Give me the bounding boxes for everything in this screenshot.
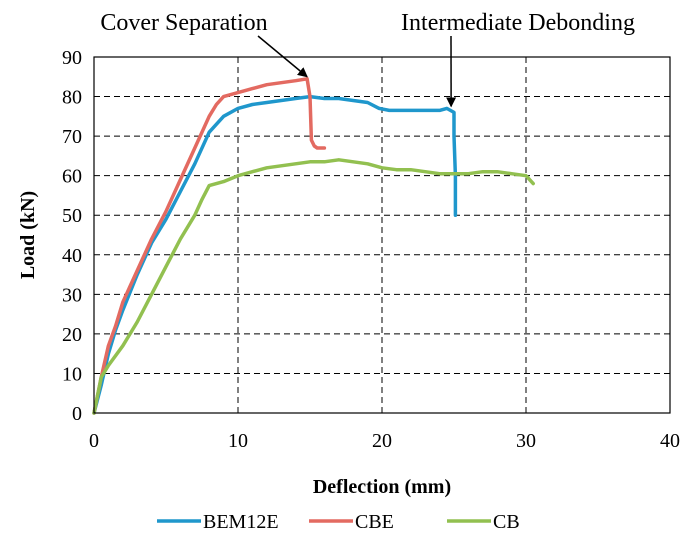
- y-tick-label: 40: [62, 245, 82, 267]
- y-axis-title: Load (kN): [17, 191, 39, 279]
- series-line-cbe: [92, 77, 327, 415]
- plot-frame: [93, 56, 671, 414]
- x-tick-label: 0: [89, 430, 99, 452]
- annotations: Cover Separation Intermediate Debonding: [100, 10, 635, 108]
- annotation-arrow: [257, 35, 308, 78]
- y-tick-label: 50: [62, 205, 82, 227]
- annotation-label: Cover Separation: [100, 10, 267, 36]
- y-tick-label: 90: [62, 47, 82, 69]
- x-tick-label: 20: [372, 430, 392, 452]
- series-line-cb: [92, 158, 535, 415]
- y-tick-label: 0: [72, 403, 82, 425]
- y-tick-label: 70: [62, 126, 82, 148]
- y-tick-label: 10: [62, 363, 82, 385]
- legend-label-cbe: CBE: [355, 511, 394, 533]
- y-tick-label: 60: [62, 166, 82, 188]
- gridlines: [94, 57, 670, 413]
- x-tick-label: 10: [228, 430, 248, 452]
- y-tick-label: 20: [62, 324, 82, 346]
- legend-label-cb: CB: [493, 511, 520, 533]
- legend-label-bem12e: BEM12E: [203, 511, 279, 533]
- y-tick-label: 30: [62, 284, 82, 306]
- x-axis-title: Deflection (mm): [313, 476, 451, 498]
- y-tick-labels: 0 10 20 30 40 50 60 70 80 90: [62, 47, 82, 425]
- x-tick-labels: 0 10 20 30 40: [89, 430, 680, 452]
- series-layer: [92, 77, 535, 415]
- legend: BEM12E CBE CB: [157, 511, 520, 533]
- y-tick-label: 80: [62, 87, 82, 109]
- annotation-label: Intermediate Debonding: [401, 10, 635, 36]
- x-tick-label: 40: [660, 430, 680, 452]
- x-tick-label: 30: [516, 430, 536, 452]
